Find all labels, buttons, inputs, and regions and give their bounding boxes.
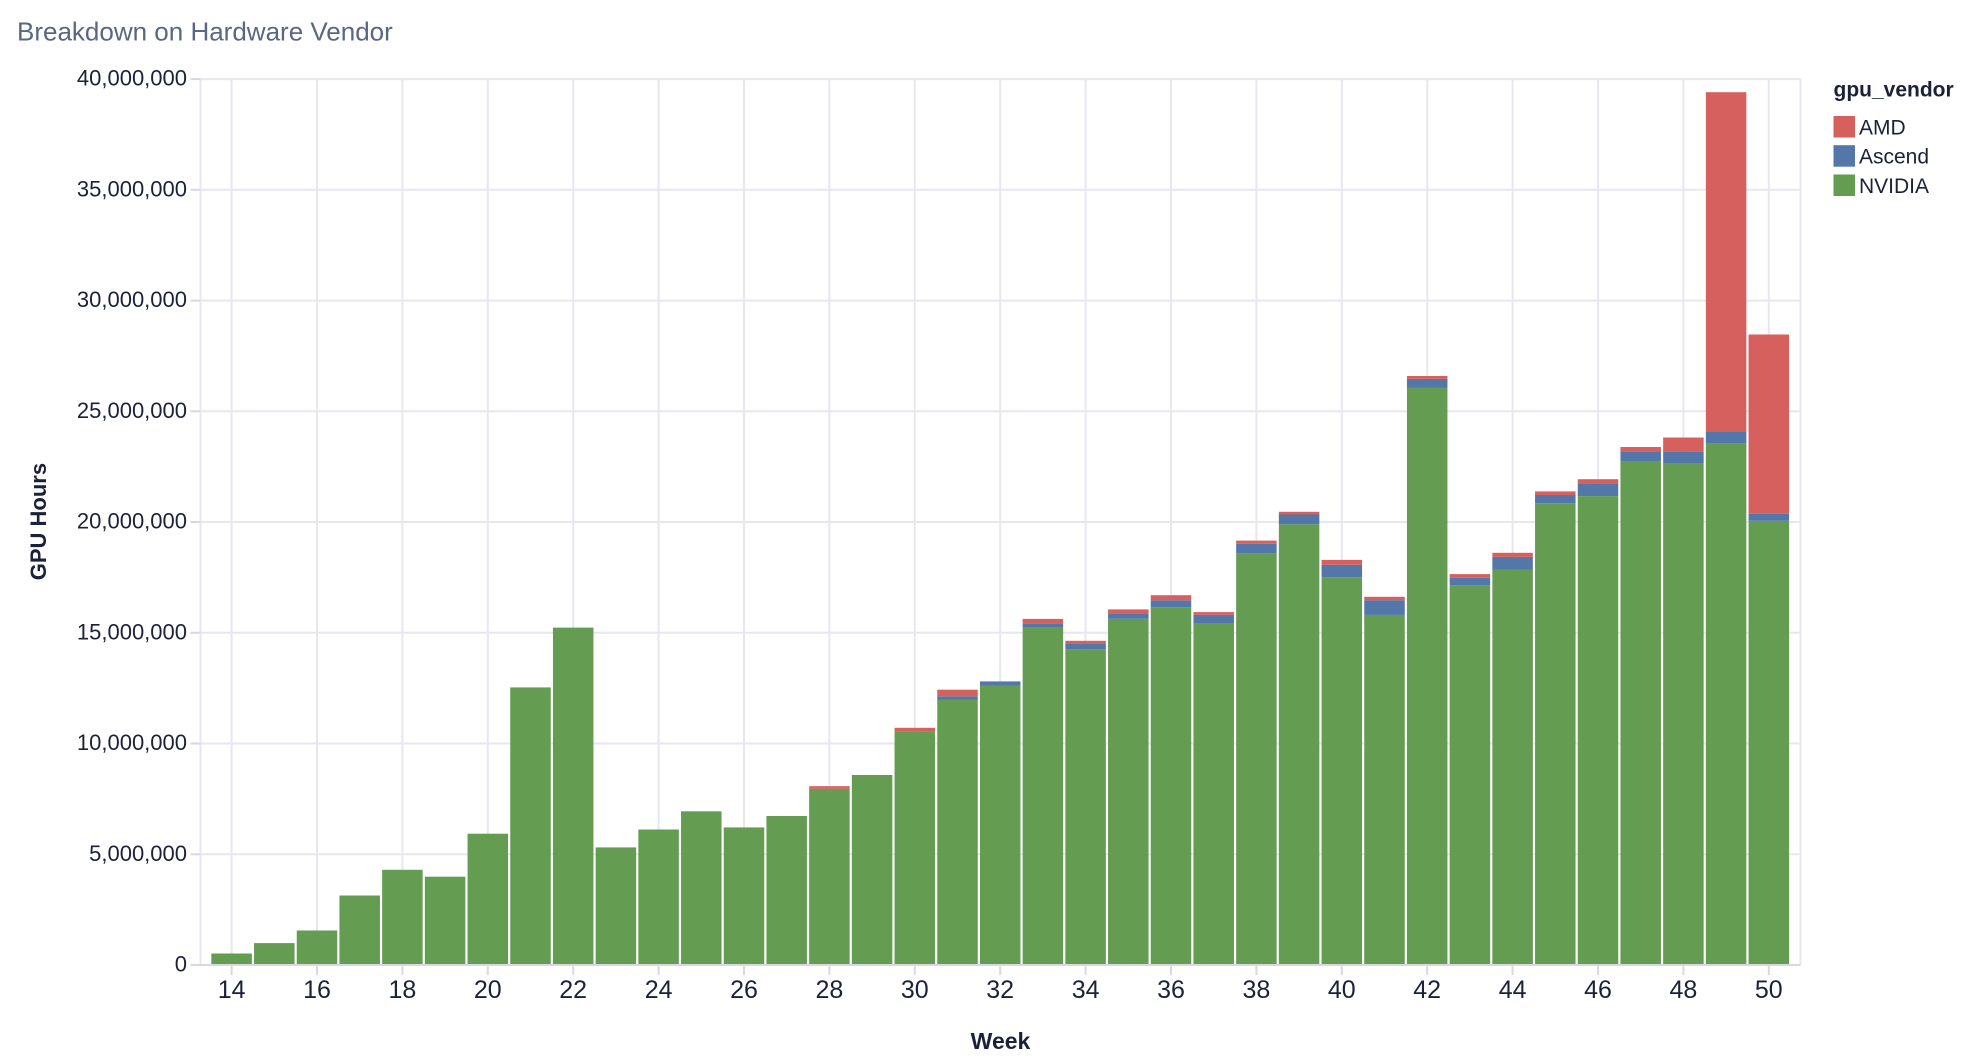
svg-text:gpu_vendor: gpu_vendor bbox=[1834, 78, 1954, 101]
svg-text:22: 22 bbox=[559, 976, 587, 1004]
svg-text:Ascend: Ascend bbox=[1859, 146, 1929, 169]
svg-text:48: 48 bbox=[1669, 976, 1697, 1004]
svg-text:AMD: AMD bbox=[1859, 117, 1906, 140]
svg-text:36: 36 bbox=[1157, 976, 1185, 1004]
svg-text:42: 42 bbox=[1413, 976, 1441, 1004]
svg-text:24: 24 bbox=[645, 976, 673, 1004]
svg-text:28: 28 bbox=[815, 976, 843, 1004]
svg-text:40,000,000: 40,000,000 bbox=[77, 66, 187, 91]
svg-text:34: 34 bbox=[1072, 976, 1100, 1004]
svg-text:18: 18 bbox=[388, 976, 416, 1004]
svg-text:30,000,000: 30,000,000 bbox=[77, 287, 187, 312]
svg-text:15,000,000: 15,000,000 bbox=[77, 619, 187, 644]
svg-text:0: 0 bbox=[175, 952, 187, 977]
svg-text:Breakdown on Hardware Vendor: Breakdown on Hardware Vendor bbox=[17, 17, 393, 47]
svg-text:38: 38 bbox=[1242, 976, 1270, 1004]
svg-text:30: 30 bbox=[901, 976, 929, 1004]
svg-text:10,000,000: 10,000,000 bbox=[77, 730, 187, 755]
svg-text:40: 40 bbox=[1328, 976, 1356, 1004]
svg-text:16: 16 bbox=[303, 976, 331, 1004]
svg-text:Week: Week bbox=[971, 1028, 1031, 1054]
svg-text:50: 50 bbox=[1755, 976, 1783, 1004]
svg-text:20: 20 bbox=[474, 976, 502, 1004]
svg-text:14: 14 bbox=[218, 976, 246, 1004]
svg-text:46: 46 bbox=[1584, 976, 1612, 1004]
svg-text:25,000,000: 25,000,000 bbox=[77, 398, 187, 423]
svg-text:5,000,000: 5,000,000 bbox=[89, 841, 187, 866]
svg-text:35,000,000: 35,000,000 bbox=[77, 176, 187, 201]
svg-text:20,000,000: 20,000,000 bbox=[77, 509, 187, 534]
svg-text:32: 32 bbox=[986, 976, 1014, 1004]
svg-text:26: 26 bbox=[730, 976, 758, 1004]
svg-text:GPU Hours: GPU Hours bbox=[26, 463, 51, 580]
svg-text:NVIDIA: NVIDIA bbox=[1859, 175, 1929, 198]
svg-text:44: 44 bbox=[1499, 976, 1527, 1004]
